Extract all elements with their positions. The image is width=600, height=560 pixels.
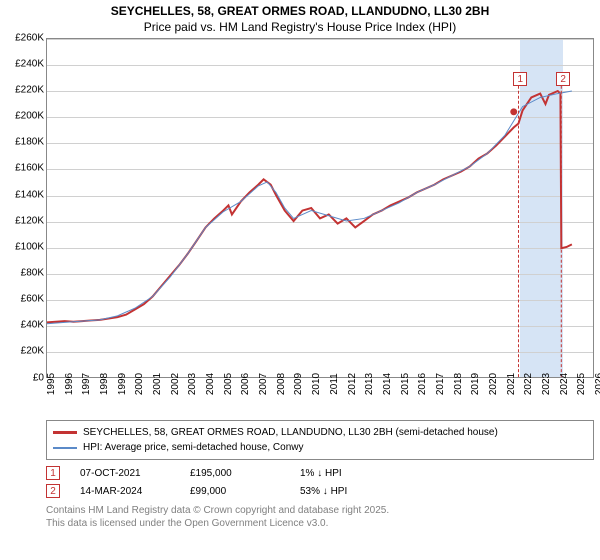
y-tick-label: £40K [21, 320, 44, 331]
legend-row-2: HPI: Average price, semi-detached house,… [53, 440, 587, 455]
point-date: 07-OCT-2021 [80, 468, 170, 479]
x-tick-label: 2013 [364, 372, 375, 394]
x-axis: 1995199619971998199920002001200220032004… [46, 378, 594, 418]
y-tick-label: £0 [33, 372, 44, 383]
legend-row-1: SEYCHELLES, 58, GREAT ORMES ROAD, LLANDU… [53, 425, 587, 440]
point-pct: 53% ↓ HPI [300, 486, 350, 497]
y-tick-label: £100K [15, 241, 44, 252]
legend-label-1: SEYCHELLES, 58, GREAT ORMES ROAD, LLANDU… [83, 425, 498, 440]
copyright: Contains HM Land Registry data © Crown c… [46, 504, 594, 530]
plot-area: 12 [46, 38, 594, 378]
legend-area: SEYCHELLES, 58, GREAT ORMES ROAD, LLANDU… [46, 420, 594, 554]
x-tick-label: 2015 [400, 372, 411, 394]
legend-box: SEYCHELLES, 58, GREAT ORMES ROAD, LLANDU… [46, 420, 594, 460]
series-price_paid [47, 91, 572, 322]
x-tick-label: 2007 [258, 372, 269, 394]
y-tick-label: £140K [15, 189, 44, 200]
y-tick-label: £240K [15, 58, 44, 69]
legend-label-2: HPI: Average price, semi-detached house,… [83, 440, 304, 455]
x-tick-label: 2019 [470, 372, 481, 394]
x-tick-label: 2023 [541, 372, 552, 394]
x-tick-label: 2018 [453, 372, 464, 394]
x-tick-label: 2003 [187, 372, 198, 394]
marker-label: 1 [513, 72, 527, 86]
chart-area: £0 £20K £40K £60K £80K £100K £120K £140K £160K £1… [0, 38, 600, 418]
y-tick-label: £180K [15, 137, 44, 148]
point-marker: 2 [46, 484, 60, 498]
y-tick-label: £120K [15, 215, 44, 226]
x-tick-label: 2008 [276, 372, 287, 394]
x-tick-label: 1999 [117, 372, 128, 394]
series-svg [47, 39, 593, 377]
point-row: 1 07-OCT-2021 £195,000 1% ↓ HPI [46, 466, 594, 480]
x-tick-label: 2026 [594, 372, 600, 394]
x-tick-label: 2011 [329, 373, 340, 395]
x-tick-label: 2010 [311, 372, 322, 394]
y-tick-label: £80K [21, 267, 44, 278]
series-hpi [47, 91, 572, 324]
x-tick-label: 1997 [81, 372, 92, 394]
x-tick-label: 2000 [134, 372, 145, 394]
y-axis: £0 £20K £40K £60K £80K £100K £120K £140K £160K £1… [0, 38, 46, 418]
x-tick-label: 2022 [523, 372, 534, 394]
x-tick-label: 2024 [559, 372, 570, 394]
copyright-line2: This data is licensed under the Open Gov… [46, 517, 594, 530]
y-tick-label: £20K [21, 346, 44, 357]
legend-swatch-2 [53, 447, 77, 449]
x-tick-label: 2014 [382, 372, 393, 394]
y-tick-label: £60K [21, 294, 44, 305]
x-tick-label: 2001 [152, 372, 163, 394]
chart-title-line1: SEYCHELLES, 58, GREAT ORMES ROAD, LLANDU… [0, 0, 600, 20]
x-tick-label: 2016 [417, 372, 428, 394]
chart-title-line2: Price paid vs. HM Land Registry's House … [0, 20, 600, 38]
x-tick-label: 2012 [347, 372, 358, 394]
point-price: £195,000 [190, 468, 280, 479]
y-tick-label: £260K [15, 32, 44, 43]
point-row: 2 14-MAR-2024 £99,000 53% ↓ HPI [46, 484, 594, 498]
copyright-line1: Contains HM Land Registry data © Crown c… [46, 504, 594, 517]
x-tick-label: 1996 [64, 372, 75, 394]
point-date: 14-MAR-2024 [80, 486, 170, 497]
x-tick-label: 2021 [506, 372, 517, 394]
x-tick-label: 2017 [435, 372, 446, 394]
y-tick-label: £160K [15, 163, 44, 174]
x-tick-label: 2025 [576, 372, 587, 394]
point-price: £99,000 [190, 486, 280, 497]
sale-point-dot [510, 108, 517, 115]
x-tick-label: 1995 [46, 372, 57, 394]
legend-swatch-1 [53, 431, 77, 434]
marker-label: 2 [556, 72, 570, 86]
x-tick-label: 2006 [240, 372, 251, 394]
points-table: 1 07-OCT-2021 £195,000 1% ↓ HPI 2 14-MAR-2024… [46, 466, 594, 498]
x-tick-label: 2009 [293, 372, 304, 394]
x-tick-label: 2020 [488, 372, 499, 394]
y-tick-label: £200K [15, 111, 44, 122]
x-tick-label: 2005 [223, 372, 234, 394]
x-tick-label: 2002 [170, 372, 181, 394]
y-tick-label: £220K [15, 84, 44, 95]
x-tick-label: 2004 [205, 372, 216, 394]
x-tick-label: 1998 [99, 372, 110, 394]
point-pct: 1% ↓ HPI [300, 468, 350, 479]
point-marker: 1 [46, 466, 60, 480]
